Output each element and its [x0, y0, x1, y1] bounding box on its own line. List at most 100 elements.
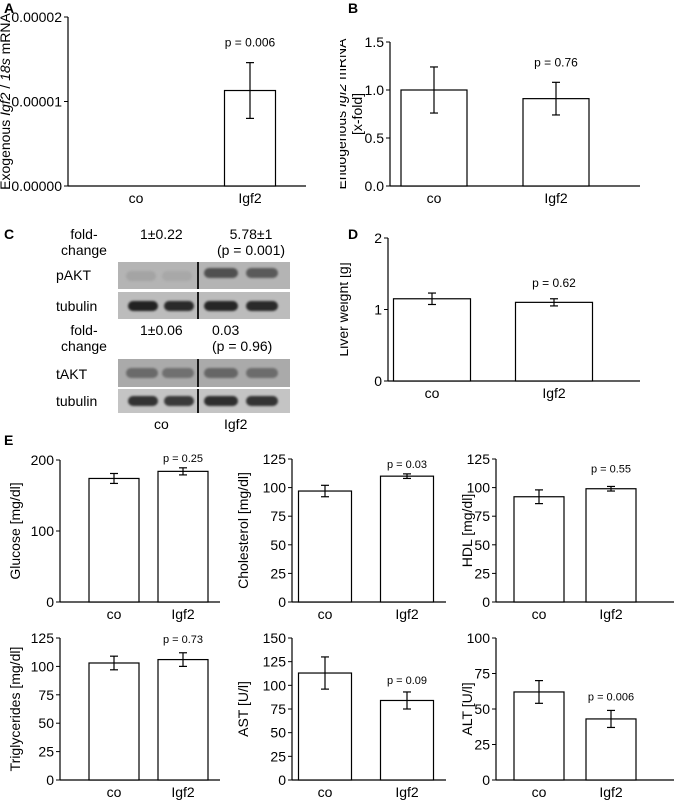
category-label-igf2: Igf2: [599, 784, 623, 800]
p-value-label: p = 0.62: [532, 276, 576, 290]
bar-co: [88, 477, 140, 603]
fold-change-label-1b: change: [61, 242, 107, 258]
y-tick-label: 100: [263, 480, 287, 496]
y-tick-label: 125: [31, 630, 55, 646]
category-label-igf2: Igf2: [395, 606, 419, 622]
y-tick-label: 0: [278, 772, 286, 788]
y-tick-label: 0: [278, 594, 286, 610]
y-tick-label: 25: [38, 744, 54, 760]
category-label-igf2: Igf2: [599, 606, 623, 622]
p-value-label: p = 0.03: [387, 459, 427, 471]
category-label-co: co: [427, 190, 442, 206]
y-tick-label: 0.5: [365, 130, 385, 146]
y-tick-label: 150: [263, 630, 287, 646]
fold-change-label-1: fold- change: [54, 226, 114, 258]
bar-co: [513, 691, 565, 781]
y-axis-label: Exogenous Igf2 / 18s mRNA: [0, 13, 13, 190]
y-tick-label: 0: [46, 594, 54, 610]
band-tubulin1-igf2-2: [246, 300, 278, 311]
blot-divider: [197, 292, 199, 319]
y-tick-label: 75: [38, 687, 54, 703]
chart-ast: 0 25 50 75 100 125 150 AST [U/l] co Igf2 p = 0.09: [235, 630, 446, 800]
band-takt-co-2: [162, 368, 194, 378]
blot-divider: [197, 262, 199, 289]
y-axis-label: AST [U/l]: [235, 681, 251, 737]
y-axis-label-part: Igf2: [0, 92, 13, 116]
y-tick-label: 100: [467, 630, 491, 646]
band-tubulin2-igf2-2: [246, 396, 278, 406]
band-pakt-igf2-2: [246, 267, 278, 278]
chart-endogenous-igf2: 0.0 0.5 1.0 1.5 Endogenous Igf2 mRNA[x-fold]…: [340, 34, 640, 206]
y-tick-label: 0.00001: [11, 94, 62, 110]
category-label-igf2: Igf2: [171, 784, 195, 800]
y-tick-label: 100: [31, 523, 55, 539]
bar-co: [513, 496, 565, 603]
chart-glucose: 0 100 200 Glucose [mg/dl] co Igf2 p = 0.25: [7, 452, 220, 622]
takt-igf2-p-value: (p = 0.96): [212, 338, 273, 354]
bar-igf2: [157, 658, 209, 781]
row-label-pakt: pAKT: [56, 267, 92, 283]
y-tick-label: 125: [263, 451, 287, 467]
band-takt-igf2-1: [204, 368, 238, 378]
y-axis-label: Glucose [mg/dl]: [7, 482, 23, 579]
y-axis-label: ALT [U/l]: [459, 682, 475, 735]
blot-tubulin-2: [118, 389, 290, 413]
y-axis-label-part: Endogenous: [340, 107, 349, 190]
panel-letter-d: D: [348, 226, 359, 242]
chart-triglycerides: 0 25 50 75 100 125 Triglycerides [mg/dl] co Igf2…: [7, 630, 220, 800]
y-tick-label: 25: [474, 565, 490, 581]
band-tubulin1-igf2-1: [204, 300, 238, 311]
y-axis-label-part: mRNA: [340, 38, 349, 84]
y-tick-label: 100: [31, 658, 55, 674]
fold-change-label-2b: change: [61, 338, 107, 354]
pakt-igf2-fold-change: 5.78±1 (p = 0.001): [212, 226, 290, 258]
y-axis-label-part: 18s: [0, 58, 13, 81]
y-tick-label: 75: [474, 666, 490, 682]
y-axis-label: Cholesterol [mg/dl]: [235, 472, 251, 589]
p-value-label: p = 0.73: [163, 634, 203, 646]
p-value-label: p = 0.006: [225, 36, 276, 50]
y-tick-label: 50: [474, 701, 490, 717]
band-pakt-igf2-1: [204, 267, 238, 278]
bar-co: [392, 298, 472, 382]
category-label-co: co: [318, 784, 333, 800]
category-label-co: co: [318, 606, 333, 622]
category-label-co: co: [107, 784, 122, 800]
lane-label-co: co: [154, 416, 169, 432]
y-axis-label: Triglycerides [mg/dl]: [7, 647, 23, 772]
p-value-label: p = 0.006: [588, 691, 634, 703]
y-tick-label: 0: [374, 373, 382, 389]
y-tick-label: 125: [467, 451, 491, 467]
bar-igf2: [157, 470, 209, 603]
bar-igf2: [379, 475, 435, 603]
band-tubulin2-igf2-1: [204, 396, 238, 406]
panel-letter-c: C: [4, 226, 15, 242]
band-tubulin2-co-1: [128, 396, 158, 406]
y-tick-label: 0.00000: [11, 178, 62, 194]
fold-change-label-1a: fold-: [70, 226, 98, 242]
y-tick-label: 25: [270, 748, 286, 764]
y-tick-label: 1.0: [365, 82, 385, 98]
y-axis-label-part: Igf2: [340, 83, 349, 107]
y-tick-label: 0: [482, 594, 490, 610]
fold-change-label-2a: fold-: [70, 322, 98, 338]
y-tick-label: 75: [270, 508, 286, 524]
blot-divider: [197, 389, 199, 413]
row-label-tubulin-2: tubulin: [56, 393, 98, 409]
bar-co: [297, 490, 353, 603]
y-axis-label-part: /: [0, 81, 13, 93]
y-tick-label: 1: [374, 302, 382, 318]
category-label-igf2: Igf2: [542, 385, 566, 401]
category-label-co: co: [107, 606, 122, 622]
band-tubulin1-co-2: [164, 300, 194, 311]
y-tick-label: 200: [31, 452, 55, 468]
y-tick-label: 0: [482, 772, 490, 788]
panel-letter-b: B: [348, 0, 359, 16]
blot-divider: [197, 359, 199, 387]
row-label-takt: tAKT: [56, 366, 88, 382]
bar-co: [297, 672, 353, 781]
western-blot-panel: fold- change 1±0.22 5.78±1 (p = 0.001) p…: [0, 226, 340, 432]
category-label-co: co: [532, 606, 547, 622]
band-pakt-co-1: [126, 270, 156, 281]
